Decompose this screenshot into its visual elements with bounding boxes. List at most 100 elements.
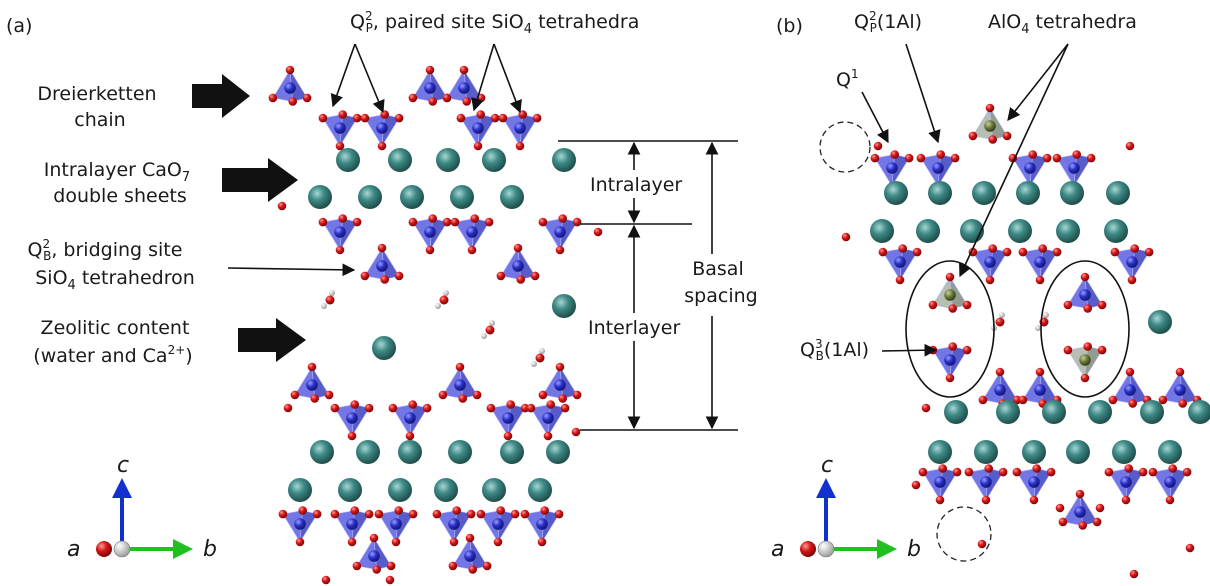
oxygen-atom (921, 403, 931, 413)
q2p-1al-label: Q2 P(1Al) (854, 9, 922, 35)
sio4-tetrahedron (1052, 150, 1096, 191)
sio4-tetrahedron (538, 214, 582, 255)
q2b-bridging-site-label: Q2 B, bridging site SiO4 tetrahedron (28, 237, 195, 293)
sio4-tetrahedron (486, 400, 530, 441)
sio4-tetrahedron (520, 506, 564, 547)
sio4-tetrahedron (870, 150, 914, 191)
q3b-1al-pointer-arrow (881, 343, 938, 357)
sio4-tetrahedron (918, 464, 962, 505)
sio4-tetrahedron (968, 244, 1012, 285)
axis-a-b-label: b (203, 537, 217, 562)
water-molecule (435, 290, 449, 309)
intralayer-dimension-label: Intralayer (590, 174, 682, 196)
axis-b-c-label: c (821, 453, 833, 478)
q3b-cross-link-ellipse-right (1040, 260, 1130, 398)
axis-b-a-label: a (771, 537, 784, 562)
calcium-ion (546, 440, 570, 464)
calcium-ion (1106, 181, 1130, 205)
calcium-ion (308, 185, 332, 209)
water-molecule (321, 290, 335, 309)
calcium-ion (338, 478, 362, 502)
calcium-ion (388, 148, 412, 172)
sio4-tetrahedron (1008, 150, 1052, 191)
calcium-ion (916, 219, 940, 243)
oxygen-atom (911, 480, 921, 490)
calcium-ion (996, 400, 1020, 424)
calcium-ion (1158, 440, 1182, 464)
calcium-ion (434, 478, 458, 502)
sio4-tetrahedron (1108, 367, 1152, 408)
calcium-ion (448, 440, 472, 464)
panel-a-crystal-structure (268, 65, 603, 585)
calcium-ion (1008, 219, 1032, 243)
sio4-tetrahedron (278, 506, 322, 547)
calcium-ion (528, 478, 552, 502)
oxygen-atom (977, 539, 987, 549)
q1-label: Q1 (836, 67, 859, 91)
oxygen-atom (385, 575, 395, 585)
sio4-tetrahedron (498, 110, 542, 151)
calcium-ion (500, 440, 524, 464)
q3b-cross-link-ellipse-left (905, 260, 995, 398)
panel-b-label: (b) (776, 15, 803, 37)
calcium-ion (398, 440, 422, 464)
q2p-paired-site-label: Q2 P, paired site SiO4 tetrahedra (350, 9, 639, 37)
q3b-1al-label: Q3 B(1Al) (800, 337, 869, 363)
calcium-ion (552, 148, 576, 172)
alo4-tetrahedron (1063, 342, 1107, 383)
sio4-tetrahedron (1110, 244, 1154, 285)
sio4-tetrahedron (374, 506, 418, 547)
sio4-tetrahedron (538, 362, 582, 403)
lower-vacancy-dashed-circle (936, 506, 992, 562)
sio4-tetrahedron (442, 65, 486, 106)
oxygen-atom (283, 403, 293, 413)
sio4-tetrahedron (1063, 272, 1107, 313)
calcium-ion (336, 148, 360, 172)
alo4-tetrahedron (968, 103, 1012, 144)
sio4-tetrahedron (1018, 244, 1062, 285)
water-molecule (531, 348, 545, 367)
alo4-tetrahedron (928, 272, 972, 313)
calcium-ion (436, 148, 460, 172)
sio4-tetrahedron (438, 362, 482, 403)
oxygen-atom (321, 575, 331, 585)
sio4-tetrahedron (1104, 464, 1148, 505)
oxygen-atom (277, 201, 287, 211)
q1-vacancy-dashed-circle (819, 121, 871, 173)
sio4-tetrahedron (360, 243, 404, 284)
panel-b-crystal-structure (841, 103, 1210, 579)
water-molecule (481, 320, 495, 339)
calcium-ion (944, 400, 968, 424)
q2p-1al-pointer-arrow (905, 43, 941, 144)
calcium-ion (1104, 219, 1128, 243)
calcium-ion (1112, 440, 1136, 464)
calcium-ion (1140, 400, 1164, 424)
q2b-pointer-arrow (227, 263, 356, 277)
oxygen-atom (841, 232, 851, 242)
calcium-ion (884, 181, 908, 205)
calcium-ion (1056, 219, 1080, 243)
q2p-pointer-arrows (330, 43, 522, 114)
sio4-tetrahedron (330, 506, 374, 547)
axis-a-c-label: c (117, 453, 129, 478)
oxygen-atom (1185, 543, 1195, 553)
oxygen-atom (873, 141, 883, 151)
calcium-ion (482, 478, 506, 502)
sio4-tetrahedron (318, 214, 362, 255)
calcium-ion (388, 478, 412, 502)
calcium-ion (482, 148, 506, 172)
calcium-ion (400, 185, 424, 209)
calcium-ion (1022, 440, 1046, 464)
alo4-label: AlO4 tetrahedra (988, 11, 1137, 37)
sio4-tetrahedron (388, 400, 432, 441)
panel-b-axes: c a b (771, 453, 921, 562)
panel-a-label: (a) (6, 15, 32, 37)
dreierketten-label: Dreierketten chain (37, 83, 162, 131)
sio4-tetrahedron (978, 367, 1022, 408)
sio4-tetrahedron (456, 110, 500, 151)
sio4-tetrahedron (496, 243, 540, 284)
calcium-ion (500, 185, 524, 209)
sio4-tetrahedron (1058, 489, 1102, 530)
sio4-tetrahedron (1012, 464, 1056, 505)
